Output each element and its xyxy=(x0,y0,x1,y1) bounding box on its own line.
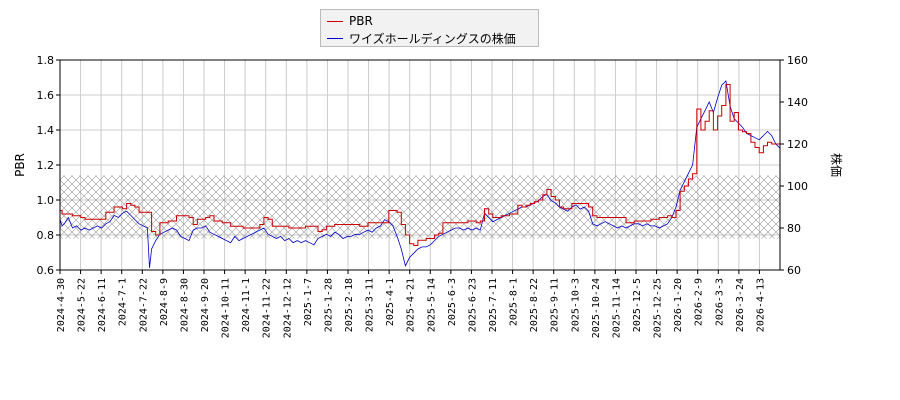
x-tick-label: 2024-4-30 xyxy=(56,278,67,332)
x-tick-label: 2024-9-20 xyxy=(200,278,211,332)
x-tick-label: 2025-3-11 xyxy=(365,278,376,332)
axes: 0.6 0.8 1.0 1.2 1.4 1.6 1.8 60 80 100 120 140 160 202… xyxy=(37,54,809,338)
x-tick-label: 2025-12-5 xyxy=(632,278,643,332)
x-tick-label: 2025-10-24 xyxy=(591,278,602,338)
legend-label-pbr: PBR xyxy=(349,14,373,28)
x-tick-label: 2024-8-30 xyxy=(179,278,190,332)
x-tick-label: 2026-2-9 xyxy=(694,278,705,326)
x-tick-label: 2025-6-23 xyxy=(467,278,478,332)
x-tick-label: 2025-5-14 xyxy=(426,278,437,332)
x-tick-label: 2025-4-1 xyxy=(385,278,396,326)
x-tick-label: 2024-5-22 xyxy=(77,278,88,332)
x-tick-label: 2024-8-9 xyxy=(159,278,170,326)
y2-tick-label: 100 xyxy=(787,180,808,193)
y-tick-label: 0.6 xyxy=(37,264,55,277)
x-tick-label: 2026-1-20 xyxy=(673,278,684,332)
legend: PBR ワイズホールディングスの株価 xyxy=(320,9,539,47)
y-tick-label: 1.8 xyxy=(37,54,55,67)
y-tick-label: 1.2 xyxy=(37,159,55,172)
y2-tick-label: 120 xyxy=(787,138,808,151)
x-tick-label: 2026-4-13 xyxy=(755,278,766,332)
y-axis-label-right: 株価 xyxy=(829,153,844,177)
series-line-pbr xyxy=(60,84,780,246)
x-tick-label: 2025-2-18 xyxy=(344,278,355,332)
x-tick-label: 2024-11-22 xyxy=(262,278,273,338)
legend-item-stock: ワイズホールディングスの株価 xyxy=(327,30,516,46)
x-tick-label: 2025-12-25 xyxy=(653,278,664,338)
x-tick-label: 2025-8-1 xyxy=(509,278,520,326)
y-tick-label: 1.6 xyxy=(37,89,55,102)
y-tick-label: 0.8 xyxy=(37,229,55,242)
x-tick-label: 2024-7-22 xyxy=(138,278,149,332)
x-tick-label: 2026-3-24 xyxy=(735,278,746,332)
x-tick-label: 2025-6-3 xyxy=(447,278,458,326)
x-tick-label: 2025-1-7 xyxy=(303,278,314,326)
x-tick-label: 2025-4-21 xyxy=(406,278,417,332)
x-tick-label: 2025-9-11 xyxy=(550,278,561,332)
legend-item-pbr: PBR xyxy=(327,13,373,29)
x-tick-label: 2025-1-28 xyxy=(323,278,334,332)
x-tick-label: 2024-12-12 xyxy=(282,278,293,338)
y2-tick-label: 80 xyxy=(787,222,801,235)
x-tick-label: 2024-7-1 xyxy=(118,278,129,326)
y2-tick-label: 140 xyxy=(787,96,808,109)
legend-swatch-pbr xyxy=(327,20,343,22)
y2-tick-label: 60 xyxy=(787,264,801,277)
x-tick-label: 2025-11-14 xyxy=(611,278,622,338)
x-tick-label: 2024-10-11 xyxy=(221,278,232,338)
x-tick-label: 2025-7-11 xyxy=(488,278,499,332)
y-tick-label: 1.0 xyxy=(37,194,55,207)
range-band xyxy=(60,175,780,239)
y2-tick-label: 160 xyxy=(787,54,808,67)
legend-label-stock: ワイズホールディングスの株価 xyxy=(349,31,516,46)
y-axis-label-left: PBR xyxy=(13,153,27,177)
series-line-stock xyxy=(59,80,781,268)
x-tick-label: 2025-8-22 xyxy=(529,278,540,332)
legend-swatch-stock xyxy=(327,37,343,39)
x-tick-label: 2024-6-11 xyxy=(97,278,108,332)
x-tick-label: 2026-3-3 xyxy=(714,278,725,326)
y-tick-label: 1.4 xyxy=(37,124,55,137)
series-layer xyxy=(59,80,781,268)
x-tick-label: 2024-11-1 xyxy=(241,278,252,332)
x-tick-label: 2025-10-3 xyxy=(570,278,581,332)
